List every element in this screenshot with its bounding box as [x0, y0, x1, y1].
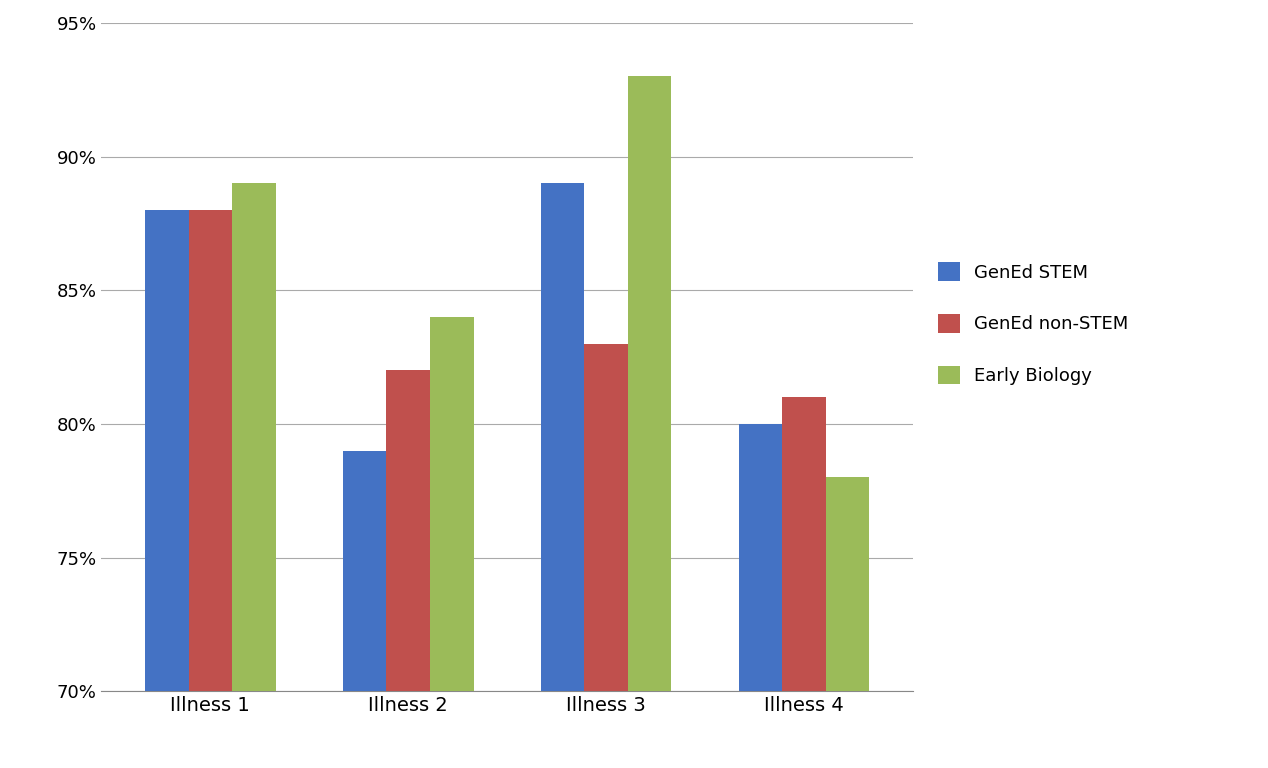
Bar — [628, 77, 672, 768]
Legend: GenEd STEM, GenEd non-STEM, Early Biology: GenEd STEM, GenEd non-STEM, Early Biolog… — [938, 262, 1129, 386]
Bar — [145, 210, 189, 768]
Bar — [189, 210, 232, 768]
Bar — [232, 184, 275, 768]
Bar — [782, 397, 825, 768]
Bar — [387, 370, 430, 768]
Bar — [585, 344, 628, 768]
Bar — [342, 451, 387, 768]
Bar — [825, 478, 870, 768]
Bar — [541, 184, 585, 768]
Bar — [430, 317, 473, 768]
Bar — [739, 424, 782, 768]
